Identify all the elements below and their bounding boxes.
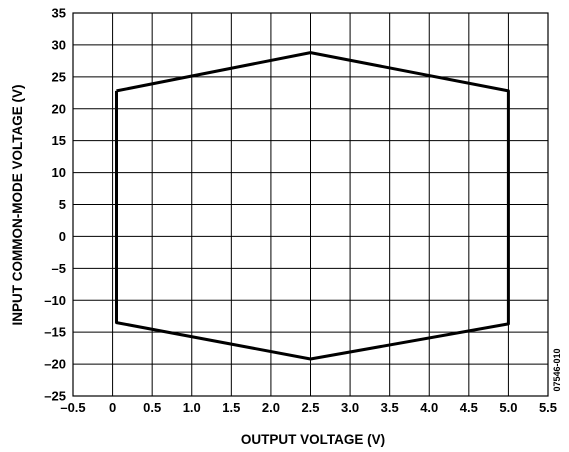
- y-tick-label: 0: [59, 229, 66, 244]
- y-tick-label: –25: [44, 389, 66, 404]
- x-tick-label: –0.5: [60, 400, 85, 415]
- y-tick-label: –15: [44, 325, 66, 340]
- series-line-1: [115, 51, 510, 361]
- x-tick-label: 0.5: [143, 400, 161, 415]
- x-tick-label: 4.5: [460, 400, 478, 415]
- x-axis-label: OUTPUT VOLTAGE (V): [241, 432, 385, 447]
- figure-code: 07546-010: [552, 348, 562, 391]
- y-tick-label: 20: [52, 101, 66, 116]
- y-tick-label: 5: [59, 197, 66, 212]
- y-tick-label: 15: [52, 133, 66, 148]
- x-tick-label: 5.5: [539, 400, 557, 415]
- x-tick-label: 5.0: [499, 400, 517, 415]
- x-tick-label: 3.0: [341, 400, 359, 415]
- plot-frame: [72, 12, 549, 397]
- x-tick-labels: –0.5 0 0.5 1.0 1.5 2.0 2.5 3.0 3.5 4.0 4.5 5.0 5.5: [60, 400, 557, 415]
- x-tick-label: 2.5: [301, 400, 319, 415]
- series-group: [115, 51, 510, 361]
- x-tick-label: 3.5: [381, 400, 399, 415]
- y-tick-label: 25: [52, 69, 66, 84]
- y-tick-label: –5: [52, 261, 66, 276]
- x-tick-label: 4.0: [420, 400, 438, 415]
- y-tick-labels: 35 30 25 20 15 10 5 0 –5 –10 –15 –20 –25: [44, 6, 66, 404]
- y-tick-label: 35: [52, 6, 66, 21]
- y-tick-label: 10: [52, 165, 66, 180]
- y-tick-label: –20: [44, 357, 66, 372]
- y-tick-label: –10: [44, 293, 66, 308]
- x-tick-label: 2.0: [262, 400, 280, 415]
- grid: [73, 13, 548, 396]
- x-tick-label: 1.5: [222, 400, 240, 415]
- plot-border: [72, 12, 549, 397]
- y-tick-label: 30: [52, 37, 66, 52]
- x-tick-label: 1.0: [183, 400, 201, 415]
- y-axis-label: INPUT COMMON-MODE VOLTAGE (V): [10, 85, 25, 326]
- x-tick-label: 0: [109, 400, 116, 415]
